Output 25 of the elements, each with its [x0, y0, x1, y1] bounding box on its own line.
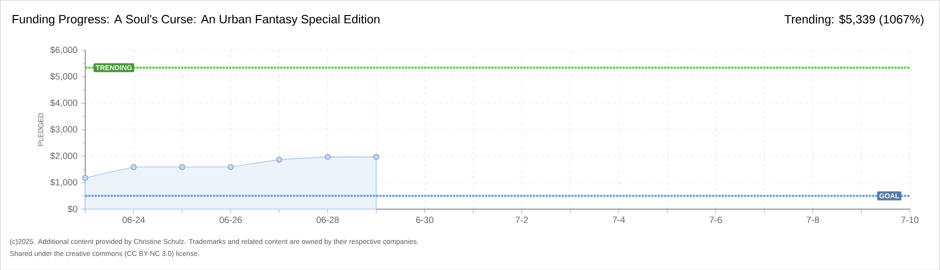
x-tick-label: 7-2 [516, 216, 528, 223]
y-tick-label: $3,000 [50, 126, 78, 134]
x-tick-label: 06-26 [220, 216, 242, 223]
y-tick-label: $2,000 [50, 152, 78, 160]
y-tick-label: $4,000 [50, 99, 78, 107]
x-tick-label: 7-4 [612, 216, 625, 223]
point [179, 164, 186, 170]
x-tick-label: 7-10 [901, 216, 918, 223]
x-tick-label: 6-30 [416, 216, 434, 223]
point [324, 154, 331, 160]
point [373, 154, 380, 160]
point [276, 156, 282, 162]
point [228, 164, 234, 170]
x-tick-label: 06-28 [316, 216, 339, 223]
chart-title: Funding Progress: A Soul's Curse: An Urban Fantasy Special Edition [12, 14, 380, 26]
x-tick-label: 7-8 [806, 216, 819, 223]
point [130, 164, 137, 170]
x-tick-label: 06-24 [122, 216, 145, 223]
y-tick-label: $1,000 [50, 178, 78, 186]
point [82, 174, 88, 181]
y-tick-label: $6,000 [50, 46, 78, 54]
chart-subtitle: Trending: $5,339 (1067%) [784, 14, 924, 26]
x-tick-label: 7-6 [710, 216, 722, 223]
y-tick-label: $5,000 [50, 72, 78, 80]
y-tick-label: $0 [68, 205, 78, 213]
